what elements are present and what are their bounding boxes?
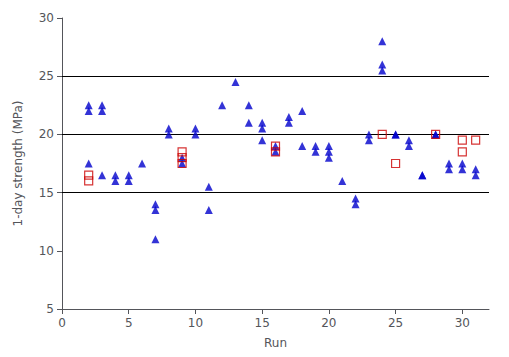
svg-text:10: 10 xyxy=(188,316,203,330)
svg-text:20: 20 xyxy=(39,127,54,141)
svg-text:0: 0 xyxy=(58,316,66,330)
svg-text:25: 25 xyxy=(388,316,403,330)
svg-text:15: 15 xyxy=(255,316,270,330)
svg-text:5: 5 xyxy=(125,316,133,330)
svg-text:Run: Run xyxy=(264,336,287,350)
svg-text:5: 5 xyxy=(46,302,54,316)
svg-text:20: 20 xyxy=(321,316,336,330)
svg-text:10: 10 xyxy=(39,244,54,258)
svg-text:30: 30 xyxy=(39,11,54,25)
svg-text:15: 15 xyxy=(39,186,54,200)
svg-text:1-day strength (MPa): 1-day strength (MPa) xyxy=(11,101,25,227)
svg-text:25: 25 xyxy=(39,69,54,83)
svg-text:30: 30 xyxy=(455,316,470,330)
